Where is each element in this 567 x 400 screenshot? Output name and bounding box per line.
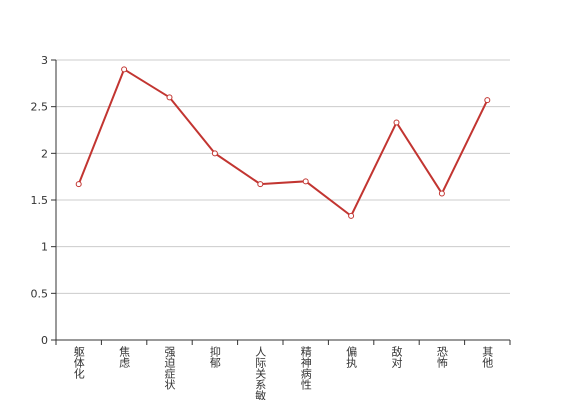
y-tick-label: 3 bbox=[41, 54, 48, 67]
point bbox=[166, 94, 173, 101]
x-tick-label: 人际关系敏感 bbox=[254, 346, 267, 400]
point bbox=[302, 178, 309, 185]
point bbox=[211, 150, 218, 157]
x-tick-label: 躯体化 bbox=[72, 346, 85, 380]
y-tick-label: 1.5 bbox=[31, 194, 49, 207]
y-tick-label: 0 bbox=[41, 334, 48, 347]
point bbox=[348, 212, 355, 219]
point bbox=[257, 181, 264, 188]
point bbox=[75, 181, 82, 188]
x-tick-label: 偏执 bbox=[345, 345, 358, 369]
point bbox=[393, 119, 400, 126]
point bbox=[121, 66, 128, 73]
y-tick-label: 2 bbox=[41, 147, 48, 160]
y-tick-label: 0.5 bbox=[31, 287, 49, 300]
x-tick-label: 强迫症状 bbox=[163, 346, 176, 390]
point bbox=[438, 190, 445, 197]
x-tick-label: 焦虑 bbox=[118, 346, 131, 368]
y-tick-label: 2.5 bbox=[31, 101, 49, 114]
x-tick-label: 其他 bbox=[481, 346, 494, 368]
y-tick-label: 1 bbox=[41, 241, 48, 254]
x-tick-label: 抑郁 bbox=[208, 345, 221, 368]
x-tick-label: 恐怖 bbox=[435, 346, 448, 368]
point bbox=[484, 97, 491, 104]
x-tick-label: 敌对 bbox=[390, 345, 403, 368]
line bbox=[77, 67, 489, 218]
x-tick-label: 精神病性 bbox=[299, 346, 312, 391]
